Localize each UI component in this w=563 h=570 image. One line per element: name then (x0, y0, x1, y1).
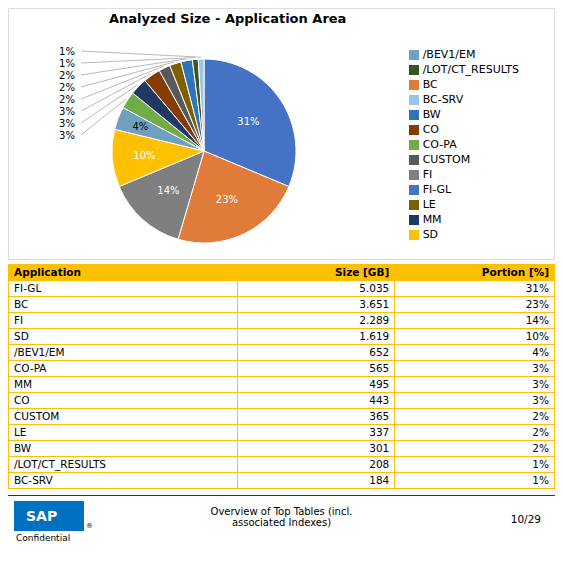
html-text:BC: BC (422, 77, 438, 91)
html-text:495: 495 (369, 378, 390, 390)
html-text:2%: 2% (532, 426, 549, 438)
html-text:3%: 3% (532, 394, 549, 406)
html-text:4%: 4% (532, 346, 549, 358)
html-text:652: 652 (369, 346, 390, 358)
html-text:1.619: 1.619 (359, 330, 390, 342)
html-text:SD: SD (422, 227, 439, 241)
html-text:Size [GB]: Size [GB] (335, 266, 390, 278)
html-text:5.035: 5.035 (359, 282, 390, 294)
html-text:/LOT/CT_RESULTS: /LOT/CT_RESULTS (14, 458, 106, 470)
svg-text:4%: 4% (132, 121, 148, 132)
svg-text:2%: 2% (59, 70, 75, 81)
html-text:208: 208 (369, 458, 390, 470)
html-text:337: 337 (369, 426, 390, 438)
html-text:CUSTOM: CUSTOM (422, 152, 471, 166)
html-text:10/29: 10/29 (510, 513, 541, 525)
html-text:CUSTOM: CUSTOM (14, 410, 60, 422)
svg-text:3%: 3% (59, 130, 75, 141)
svg-text:14%: 14% (157, 185, 179, 196)
html-text:MM: MM (422, 212, 442, 226)
svg-text:2%: 2% (59, 82, 75, 93)
html-text:CO: CO (422, 122, 439, 136)
html-text:/LOT/CT_RESULTS: /LOT/CT_RESULTS (422, 62, 519, 76)
html-text:2.289: 2.289 (359, 314, 390, 326)
html-text:CO-PA: CO-PA (422, 137, 457, 151)
html-text:SD: SD (14, 330, 29, 342)
html-text:1%: 1% (532, 458, 549, 470)
html-text:BW: BW (14, 442, 32, 454)
svg-text:1%: 1% (59, 58, 75, 69)
html-text:FI: FI (422, 167, 433, 181)
html-text:3.651: 3.651 (359, 298, 390, 310)
html-text:BC-SRV: BC-SRV (14, 474, 53, 486)
html-text:184: 184 (369, 474, 390, 486)
html-text:365: 365 (369, 410, 390, 422)
html-text:Portion [%]: Portion [%] (481, 266, 549, 278)
html-text:3%: 3% (532, 362, 549, 374)
html-text:BC-SRV: BC-SRV (422, 92, 464, 106)
html-text:1%: 1% (532, 474, 549, 486)
html-text:FI-GL: FI-GL (422, 182, 452, 196)
html-text:565: 565 (369, 362, 390, 374)
html-text:CO: CO (14, 394, 30, 406)
html-text:Analyzed Size - Application Ar: Analyzed Size - Application Area (109, 11, 347, 26)
html-text:/BEV1/EM: /BEV1/EM (14, 346, 65, 358)
svg-text:23%: 23% (216, 194, 238, 205)
html-text:SAP: SAP (26, 508, 58, 524)
html-text:Overview of Top Tables (incl.: Overview of Top Tables (incl. associated… (210, 506, 353, 528)
html-text:BW: BW (422, 107, 441, 121)
html-text:2%: 2% (532, 442, 549, 454)
html-text:14%: 14% (525, 314, 549, 326)
html-text:/BEV1/EM: /BEV1/EM (422, 47, 476, 61)
html-text:3%: 3% (532, 378, 549, 390)
html-text:10%: 10% (525, 330, 549, 342)
html-text:LE: LE (14, 426, 27, 438)
svg-text:10%: 10% (133, 150, 155, 161)
html-text:2%: 2% (532, 410, 549, 422)
html-text:LE: LE (422, 197, 436, 211)
html-text:301: 301 (369, 442, 390, 454)
html-text:Application: Application (14, 266, 81, 278)
html-text:FI-GL: FI-GL (14, 282, 42, 294)
html-text:BC: BC (14, 298, 29, 310)
svg-text:3%: 3% (59, 118, 75, 129)
html-text:FI: FI (14, 314, 24, 326)
svg-text:1%: 1% (59, 46, 75, 57)
svg-text:3%: 3% (59, 106, 75, 117)
html-text:31%: 31% (525, 282, 549, 294)
html-text:Confidential: Confidential (16, 533, 71, 543)
svg-text:31%: 31% (237, 116, 259, 127)
html-text:443: 443 (369, 394, 390, 406)
html-text:CO-PA: CO-PA (14, 362, 47, 374)
html-text:MM: MM (14, 378, 33, 390)
html-text:23%: 23% (525, 298, 549, 310)
svg-text:2%: 2% (59, 94, 75, 105)
